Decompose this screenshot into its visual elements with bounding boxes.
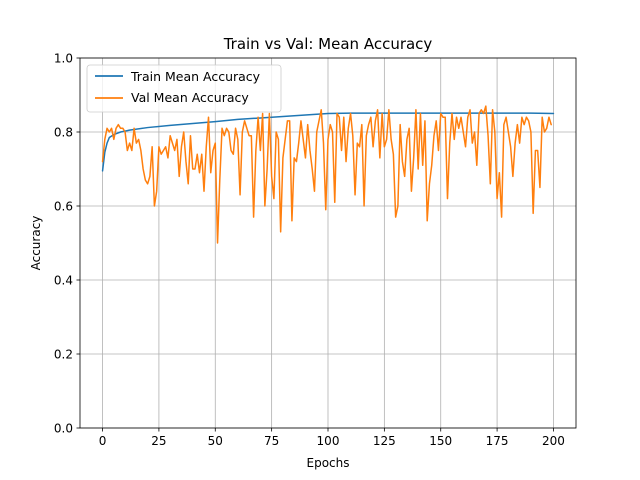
x-tick-label: 0 xyxy=(99,434,107,448)
legend-label-train: Train Mean Accuracy xyxy=(130,69,261,84)
x-tick-label: 75 xyxy=(264,434,279,448)
y-tick-label: 0.0 xyxy=(54,422,73,436)
series-lines xyxy=(101,105,555,244)
x-tick-label: 50 xyxy=(208,434,223,448)
y-axis-label: Accuracy xyxy=(29,216,43,271)
y-tick-label: 0.2 xyxy=(54,348,73,362)
y-tick-label: 1.0 xyxy=(54,52,73,66)
x-tick-label: 25 xyxy=(151,434,166,448)
chart-title: Train vs Val: Mean Accuracy xyxy=(223,35,433,53)
legend-label-val: Val Mean Accuracy xyxy=(131,90,249,105)
x-tick-label: 175 xyxy=(486,434,509,448)
x-tick-label: 150 xyxy=(429,434,452,448)
y-tick-label: 0.6 xyxy=(54,200,73,214)
x-tick-label: 200 xyxy=(542,434,565,448)
y-tick-label: 0.4 xyxy=(54,274,73,288)
axis-ticks: 0 25 50 75 100 125 150 175 200 0.0 0.2 0.4 0.6 0.8 1.0 xyxy=(54,52,565,449)
x-tick-label: 125 xyxy=(373,434,396,448)
y-tick-label: 0.8 xyxy=(54,126,73,140)
x-axis-label: Epochs xyxy=(307,456,350,470)
legend: Train Mean Accuracy Val Mean Accuracy xyxy=(86,64,282,113)
legend-box xyxy=(86,64,282,113)
x-tick-label: 100 xyxy=(317,434,340,448)
val-accuracy-line xyxy=(101,105,552,244)
